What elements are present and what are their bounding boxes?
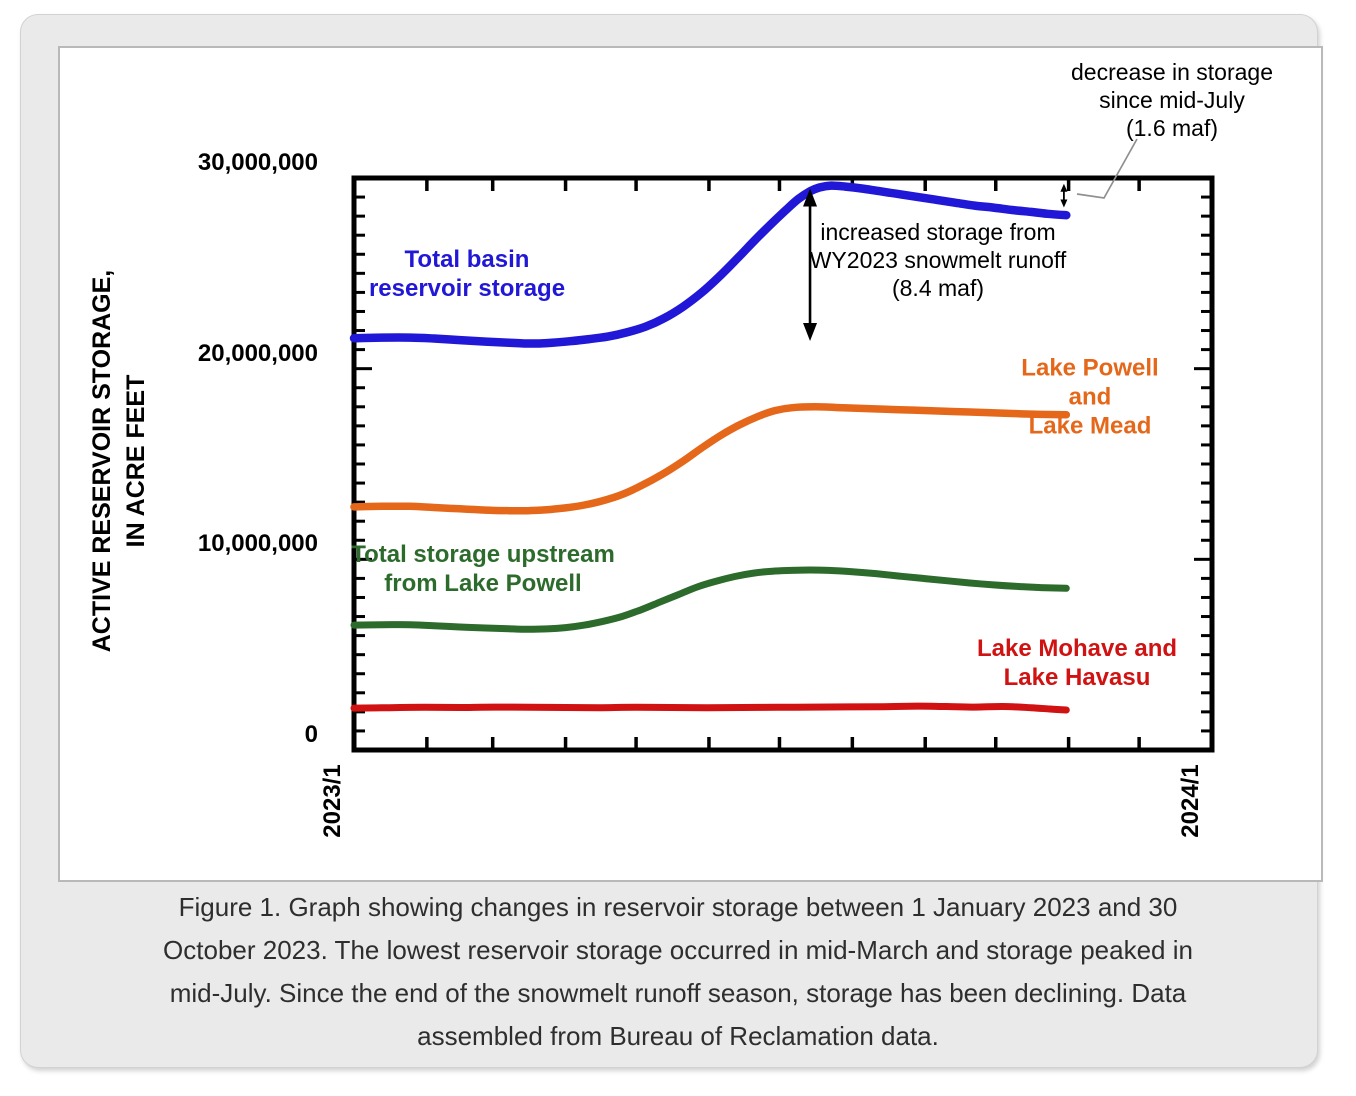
caption-line: October 2023. The lowest reservoir stora… <box>163 935 1193 965</box>
leader-line <box>1076 138 1138 199</box>
caption-line: mid-July. Since the end of the snowmelt … <box>169 978 1187 1008</box>
y-axis-title: ACTIVE RESERVOIR STORAGE, IN ACRE FEET <box>85 270 153 652</box>
chart-panel <box>58 46 1323 882</box>
series-label-line: Lake Mohave and <box>976 635 1178 662</box>
arrow-head-decrease <box>1060 183 1068 192</box>
caption-line: assembled from Bureau of Reclamation dat… <box>417 1021 939 1051</box>
series-label-line: Lake Mead <box>1028 412 1152 440</box>
arrow-head-increase <box>803 188 818 207</box>
annotation-line: since mid-July <box>1099 87 1245 113</box>
annotation-line: (1.6 maf) <box>1125 115 1219 141</box>
y-tick-label-30m: 30,000,000 <box>197 149 318 176</box>
series-label-line: Lake Havasu <box>1003 664 1151 691</box>
y-axis-title-line2: IN ACRE FEET <box>122 374 150 548</box>
series-line-3 <box>350 702 1070 714</box>
x-tick-label-2024-1: 2024/1 <box>1177 764 1204 838</box>
series-label-line: Total basin <box>404 246 530 273</box>
series-label-line: from Lake Powell <box>384 570 582 597</box>
y-tick-label-20m: 20,000,000 <box>197 340 318 367</box>
series-line-2 <box>350 566 1070 633</box>
series-label-upstream-powell: Total storage upstream from Lake Powell <box>351 540 615 598</box>
arrow-head-increase <box>803 323 818 342</box>
plot-border <box>351 175 1215 753</box>
x-tick-label-2023-1: 2023/1 <box>319 764 346 838</box>
series-label-line: Total storage upstream <box>351 541 615 568</box>
annotation-decrease: decrease in storage since mid-July (1.6 … <box>1071 58 1273 142</box>
series-label-total-basin: Total basin reservoir storage <box>369 245 565 303</box>
series-label-line: Lake Powell <box>1021 354 1159 382</box>
figure-caption: Figure 1. Graph showing changes in reser… <box>58 886 1298 1058</box>
series-line-0 <box>349 181 1071 348</box>
annotation-line: decrease in storage <box>1070 59 1274 85</box>
annotation-increase: increased storage from WY2023 snowmelt r… <box>810 218 1067 302</box>
y-axis-title-line1: ACTIVE RESERVOIR STORAGE, <box>88 269 116 653</box>
y-tick-label-0: 0 <box>304 721 318 748</box>
caption-line: Figure 1. Graph showing changes in reser… <box>178 892 1178 922</box>
series-label-powell-mead: Lake Powell and Lake Mead <box>1021 354 1158 441</box>
reservoir-storage-chart <box>349 138 1215 753</box>
series-label-line: reservoir storage <box>368 275 566 302</box>
series-label-line: and <box>1068 383 1112 411</box>
y-tick-label-10m: 10,000,000 <box>197 530 318 557</box>
annotation-line: (8.4 maf) <box>891 275 985 301</box>
annotation-line: increased storage from <box>820 219 1056 245</box>
figure-card <box>20 14 1323 1068</box>
arrow-head-decrease <box>1060 199 1068 208</box>
annotation-line: WY2023 snowmelt runoff <box>809 247 1067 273</box>
series-label-mohave-havasu: Lake Mohave and Lake Havasu <box>977 634 1177 692</box>
series-line-1 <box>350 403 1071 515</box>
